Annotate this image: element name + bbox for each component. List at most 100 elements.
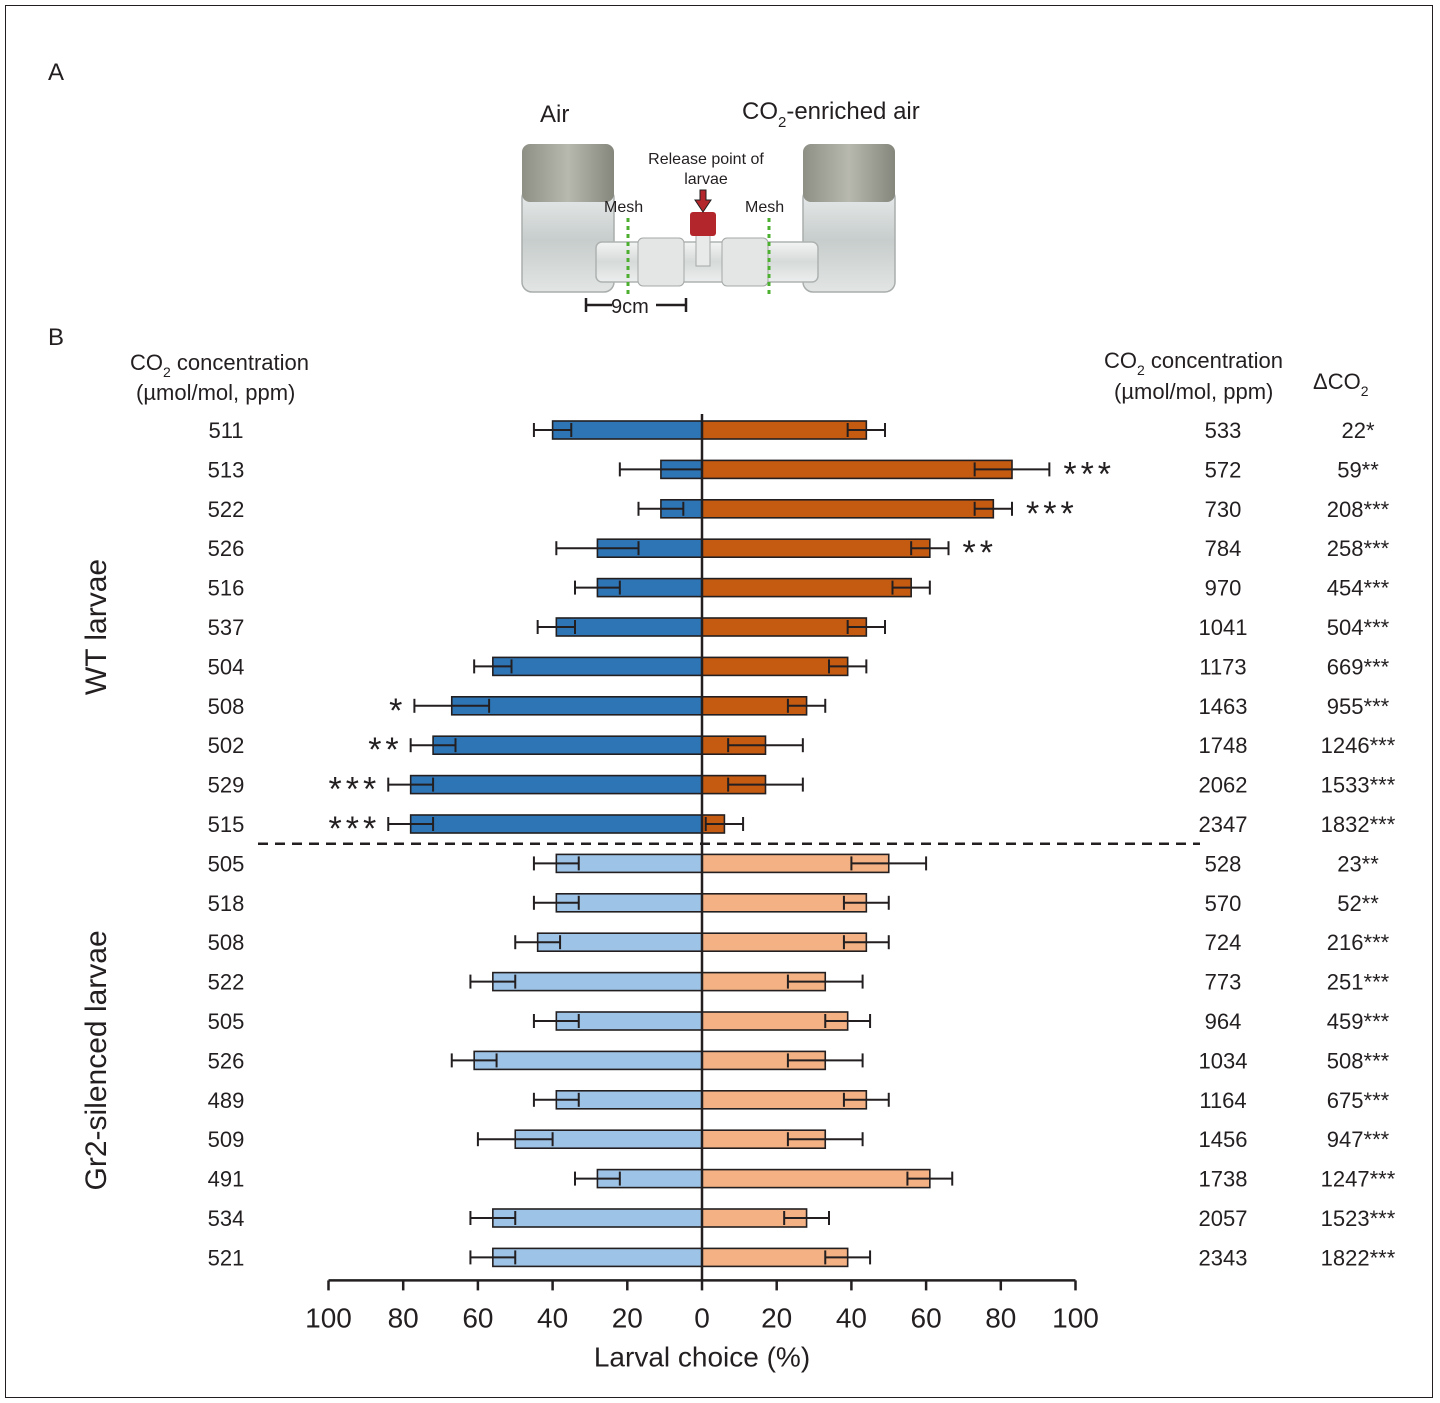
delta-co2-label-g1-r7: 947*** bbox=[1327, 1127, 1390, 1152]
right-joint bbox=[721, 237, 769, 287]
air-ppm-label-g1-r4: 505 bbox=[208, 1009, 245, 1034]
x-tick-label-3: 40 bbox=[537, 1302, 568, 1333]
air-error-bar-g1-r0 bbox=[532, 856, 580, 871]
air-error-bar-g0-r2 bbox=[637, 501, 685, 516]
air-bar-g1-r5 bbox=[473, 1050, 703, 1071]
air-ppm-label-g1-r3: 522 bbox=[208, 970, 245, 995]
x-tick-label-2: 60 bbox=[462, 1302, 493, 1333]
scale-label: 9cm bbox=[611, 296, 649, 318]
air-bar-g0-r8 bbox=[432, 735, 703, 756]
delta-co2-label-g0-r6: 669*** bbox=[1327, 654, 1390, 679]
co2-ppm-label-g1-r7: 1456 bbox=[1199, 1127, 1248, 1152]
left-concentration-header: CO2 concentration bbox=[130, 350, 309, 380]
air-error-bar-g0-r8 bbox=[409, 738, 457, 753]
air-error-bar-g1-r1 bbox=[532, 895, 580, 910]
x-tick-label-10: 100 bbox=[1052, 1302, 1099, 1333]
co2-error-bar-g1-r8 bbox=[906, 1171, 954, 1186]
air-error-bar-g1-r6 bbox=[532, 1092, 580, 1107]
panel-a-label: A bbox=[48, 59, 64, 86]
delta-co2-label-g1-r10: 1822*** bbox=[1321, 1245, 1396, 1270]
mesh-right-label: Mesh bbox=[745, 199, 784, 216]
co2-error-bar-g1-r6 bbox=[842, 1092, 890, 1107]
delta-co2-label-g1-r2: 216*** bbox=[1327, 930, 1390, 955]
air-bar-g0-r0 bbox=[551, 420, 703, 440]
air-error-bar-g0-r10 bbox=[387, 817, 435, 831]
x-tick-label-7: 40 bbox=[836, 1302, 867, 1333]
air-error-bar-g1-r3 bbox=[469, 974, 517, 989]
delta-co2-label-g0-r9: 1533*** bbox=[1321, 773, 1396, 798]
co2-error-bar-g1-r4 bbox=[824, 1014, 872, 1028]
air-error-bar-g1-r9 bbox=[469, 1211, 517, 1225]
air-ppm-label-g1-r7: 509 bbox=[208, 1127, 245, 1152]
air-ppm-label-g0-r0: 511 bbox=[208, 418, 243, 443]
co2-ppm-label-g0-r6: 1173 bbox=[1199, 654, 1246, 679]
delta-co2-label-g1-r5: 508*** bbox=[1327, 1048, 1390, 1073]
co2-ppm-label-g0-r7: 1463 bbox=[1199, 694, 1248, 719]
air-significance-g0-r10: *** bbox=[329, 810, 381, 848]
delta-co2-label-g1-r6: 675*** bbox=[1327, 1088, 1390, 1113]
air-error-bar-g0-r5 bbox=[536, 620, 577, 634]
air-error-bar-g1-r10 bbox=[469, 1250, 517, 1265]
co2-error-bar-g0-r0 bbox=[846, 423, 887, 437]
co2-ppm-label-g0-r8: 1748 bbox=[1199, 733, 1248, 758]
co2-enriched-air-label: CO2-enriched air bbox=[742, 98, 920, 131]
delta-co2-label-g0-r7: 955*** bbox=[1327, 694, 1390, 719]
co2-ppm-label-g1-r9: 2057 bbox=[1199, 1206, 1248, 1231]
co2-ppm-label-g1-r1: 570 bbox=[1205, 891, 1242, 916]
co2-ppm-label-g0-r3: 784 bbox=[1205, 536, 1242, 561]
air-ppm-label-g1-r0: 505 bbox=[208, 851, 245, 876]
air-ppm-label-g1-r9: 534 bbox=[208, 1206, 245, 1231]
air-ppm-label-g1-r8: 491 bbox=[208, 1167, 245, 1192]
co2-ppm-label-g1-r5: 1034 bbox=[1199, 1048, 1248, 1073]
delta-co2-label-g0-r1: 59** bbox=[1337, 457, 1379, 482]
co2-bar-g1-r8 bbox=[701, 1168, 931, 1189]
co2-bar-g0-r1 bbox=[701, 459, 1013, 480]
co2-ppm-label-g0-r5: 1041 bbox=[1199, 615, 1248, 640]
air-ppm-label-g0-r3: 526 bbox=[208, 536, 245, 561]
co2-bar-g1-r1 bbox=[701, 892, 868, 913]
left-cap bbox=[522, 144, 614, 202]
release-point-label: Release point of larvae bbox=[648, 151, 764, 188]
olfactometer-photo bbox=[521, 144, 896, 312]
co2-error-bar-g1-r9 bbox=[783, 1211, 830, 1225]
co2-significance-g0-r2: *** bbox=[1026, 495, 1078, 533]
air-error-bar-g0-r7 bbox=[413, 698, 491, 713]
co2-ppm-label-g1-r10: 2343 bbox=[1199, 1245, 1248, 1270]
co2-error-bar-g0-r2 bbox=[973, 501, 1014, 516]
air-bar-g1-r9 bbox=[492, 1208, 703, 1228]
co2-ppm-label-g1-r6: 1164 bbox=[1199, 1088, 1246, 1113]
co2-bar-g0-r3 bbox=[701, 538, 931, 559]
delta-co2-label-g1-r9: 1523*** bbox=[1321, 1206, 1396, 1231]
delta-co2-header: ΔCO2 bbox=[1313, 369, 1369, 399]
air-bar-g0-r10 bbox=[409, 814, 703, 834]
right-units-header: (µmol/mol, ppm) bbox=[1114, 379, 1273, 404]
air-ppm-label-g1-r5: 526 bbox=[208, 1048, 245, 1073]
air-ppm-label-g0-r7: 508 bbox=[208, 694, 245, 719]
scale-bar bbox=[584, 298, 688, 312]
air-bar-g1-r10 bbox=[492, 1247, 703, 1268]
left-units-header: (µmol/mol, ppm) bbox=[136, 380, 295, 405]
air-error-bar-g0-r6 bbox=[473, 659, 513, 674]
air-bar-g1-r3 bbox=[492, 971, 703, 992]
x-tick-label-1: 80 bbox=[388, 1302, 419, 1333]
group-label-0: WT larvae bbox=[80, 559, 113, 695]
co2-error-bar-g0-r9 bbox=[727, 777, 804, 792]
co2-ppm-label-g0-r9: 2062 bbox=[1199, 773, 1248, 798]
air-error-bar-g0-r4 bbox=[574, 580, 621, 595]
delta-co2-label-g1-r4: 459*** bbox=[1327, 1009, 1390, 1034]
x-axis-title: Larval choice (%) bbox=[594, 1341, 810, 1372]
release-port bbox=[695, 231, 711, 267]
co2-error-bar-g0-r1 bbox=[973, 462, 1051, 477]
co2-significance-g0-r1: *** bbox=[1063, 455, 1115, 493]
co2-significance-g0-r3: ** bbox=[963, 534, 997, 572]
co2-error-bar-g1-r5 bbox=[786, 1053, 864, 1068]
delta-co2-label-g0-r5: 504*** bbox=[1327, 615, 1390, 640]
mesh-left-label: Mesh bbox=[604, 199, 643, 216]
co2-error-bar-g0-r8 bbox=[727, 738, 804, 753]
air-error-bar-g1-r5 bbox=[450, 1053, 498, 1068]
co2-error-bar-g0-r5 bbox=[846, 620, 887, 634]
x-tick-label-6: 20 bbox=[761, 1302, 792, 1333]
air-bar-g0-r6 bbox=[492, 656, 703, 677]
co2-ppm-label-g1-r8: 1738 bbox=[1199, 1167, 1248, 1192]
air-error-bar-g1-r8 bbox=[574, 1171, 621, 1186]
